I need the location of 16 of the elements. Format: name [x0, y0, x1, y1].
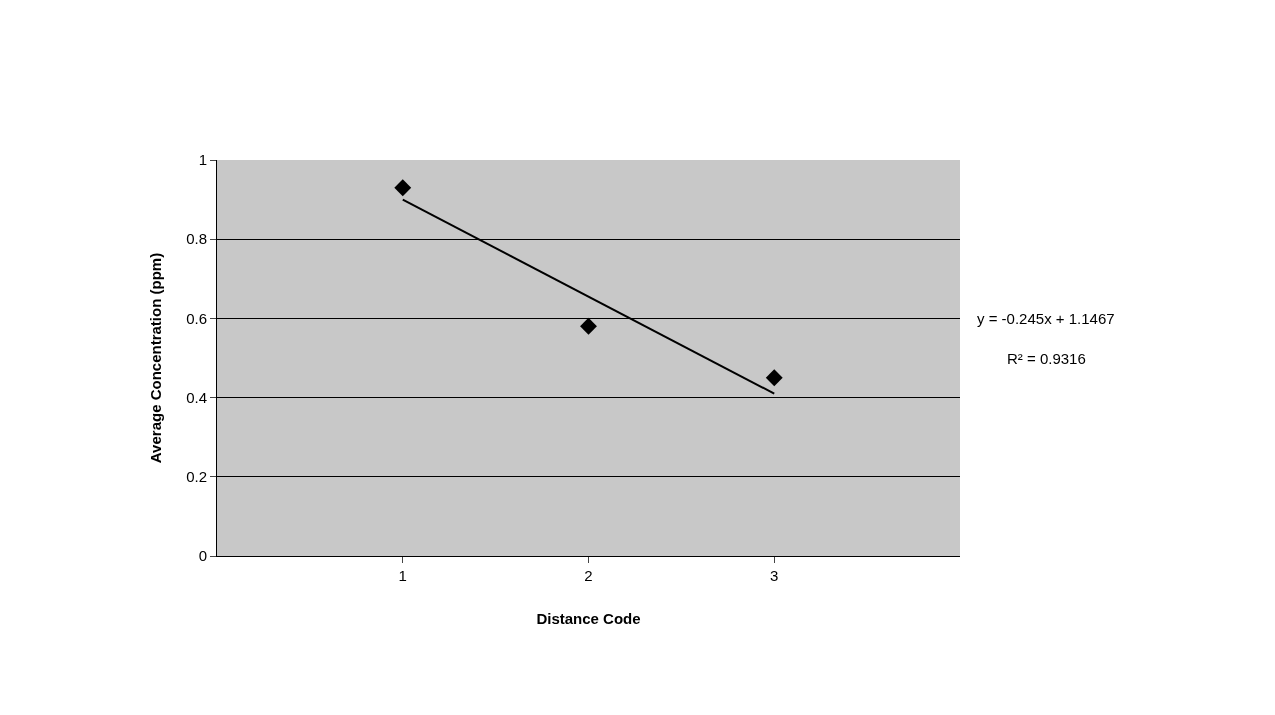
x-tick-label: 1 [398, 567, 407, 584]
point [394, 179, 412, 197]
y-tick-label: 0.8 [186, 230, 207, 248]
point [765, 369, 783, 387]
y-tick-label: 0.2 [186, 468, 207, 486]
x-tick-label: 3 [770, 567, 779, 584]
x-axis-title: Distance Code [536, 610, 641, 627]
text: y = -0.245x + 1.1467 [977, 310, 1115, 327]
y-tick-label: 0 [198, 547, 207, 565]
y-tick-label: 1 [198, 151, 207, 169]
point [580, 317, 597, 335]
text: R² = 0.9316 [1007, 350, 1086, 367]
y-tick-label: 0.4 [186, 388, 207, 406]
x-tick-label: 2 [584, 567, 593, 584]
y-axis-title: Average Concentration (ppm) [147, 252, 165, 464]
y-tick-label: 0.6 [186, 309, 207, 327]
